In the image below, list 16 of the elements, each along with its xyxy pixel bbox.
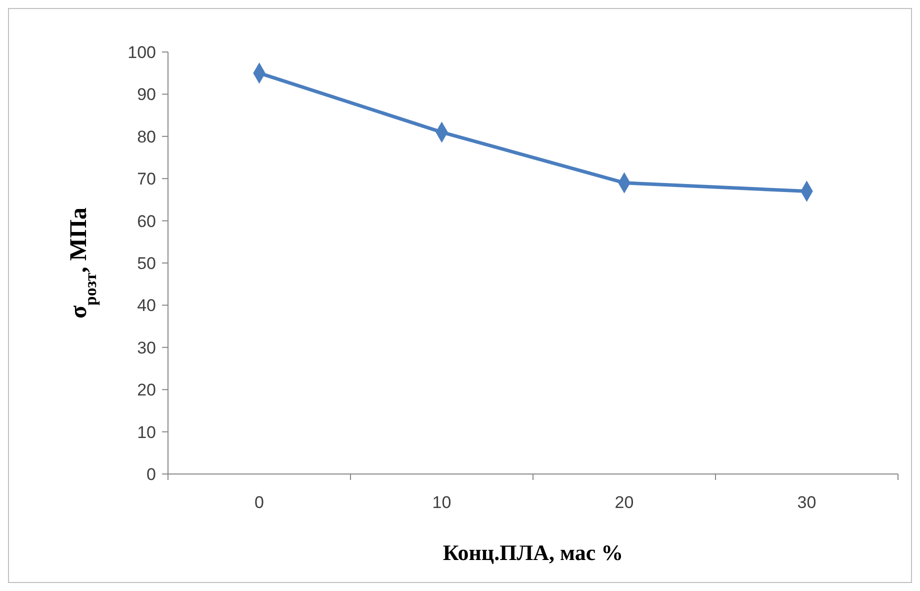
y-tick-label: 100 — [128, 42, 156, 62]
x-tick-label: 30 — [797, 493, 816, 512]
y-tick-label: 30 — [137, 338, 156, 358]
y-tick-label: 70 — [137, 170, 156, 189]
y-tick-label: 90 — [137, 85, 156, 104]
y-tick-label: 40 — [137, 296, 156, 316]
x-tick-label: 10 — [432, 493, 452, 512]
y-tick-label: 60 — [137, 212, 156, 231]
y-tick-label: 0 — [146, 464, 156, 484]
x-tick-label: 0 — [254, 493, 264, 512]
x-axis-title: Конц.ПЛА, мас % — [442, 540, 624, 565]
y-tick-label: 10 — [137, 422, 156, 442]
y-tick-label: 80 — [137, 127, 156, 146]
y-tick-label: 50 — [137, 254, 156, 273]
y-tick-label: 20 — [137, 380, 156, 400]
x-tick-label: 20 — [614, 493, 634, 512]
